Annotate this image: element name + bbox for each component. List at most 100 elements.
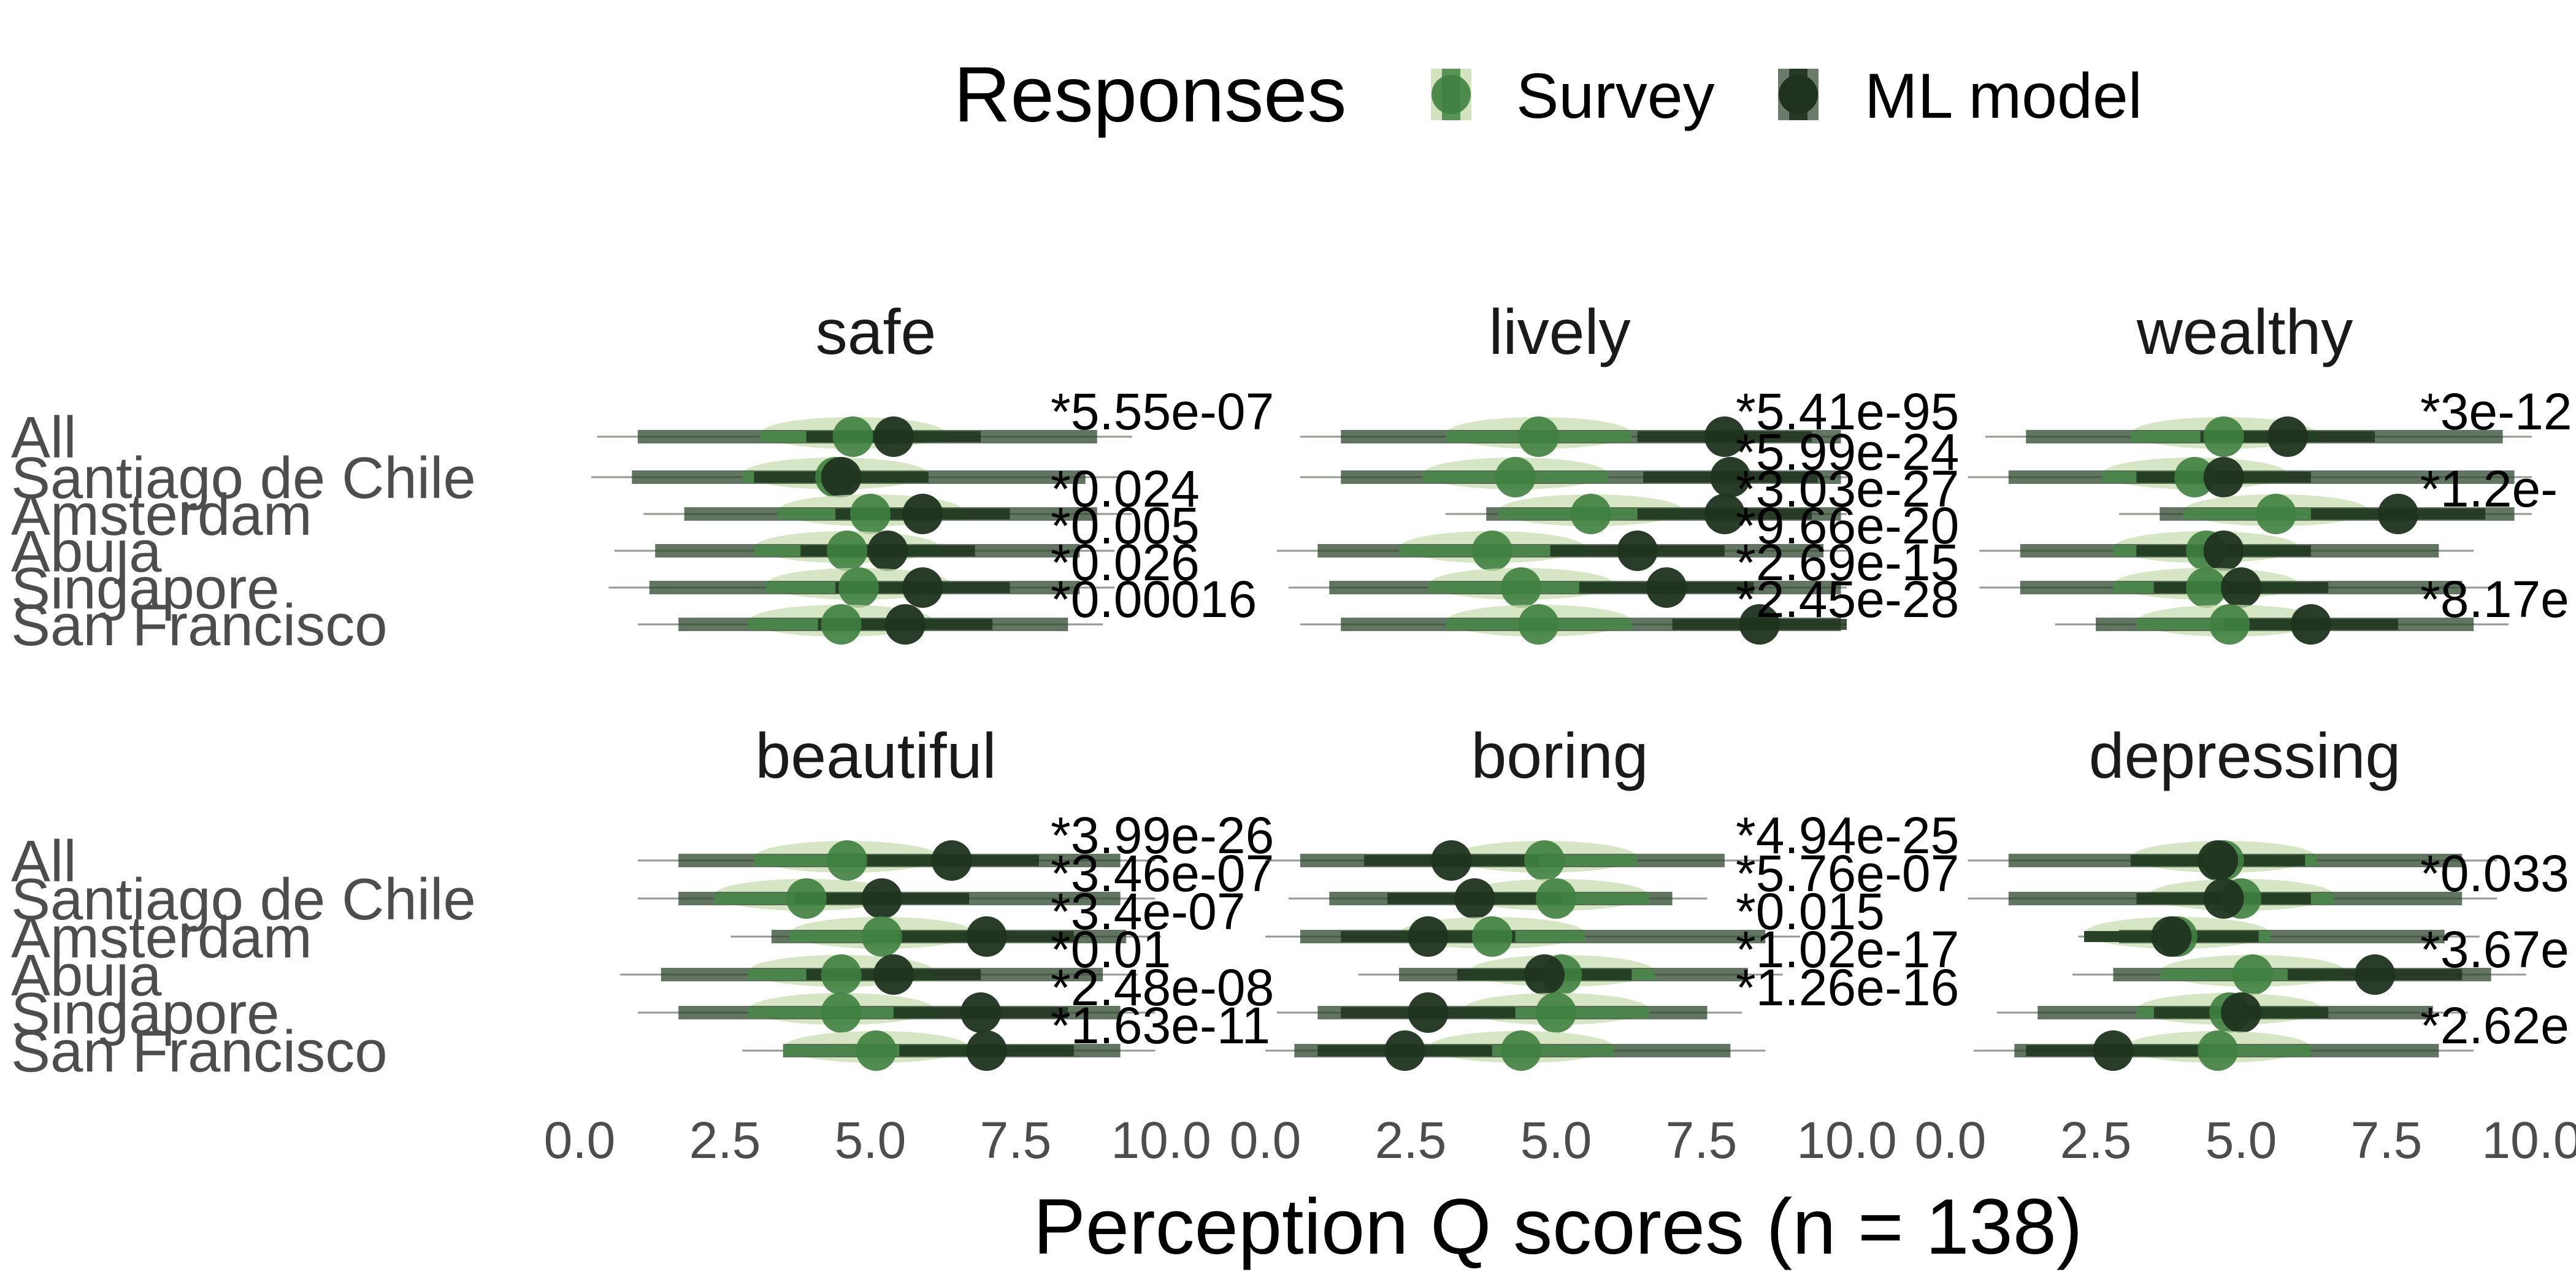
x-tick-label: 7.5: [2351, 1111, 2423, 1169]
survey-point: [1501, 567, 1542, 608]
p-value-label: *0.005: [1051, 497, 1200, 554]
survey-point: [1518, 604, 1559, 645]
p-value-label: *2.45e-28: [1736, 570, 1959, 628]
ml-model-point: [1704, 494, 1745, 534]
survey-point: [786, 878, 827, 919]
panel-safe: safe *5.55e-07 *0.024*0.005*0.026*0.00016: [591, 297, 1274, 645]
x-tick-label: 0.0: [1915, 1111, 1987, 1169]
ml-model-point: [2093, 1030, 2134, 1071]
x-tick-label: 0.0: [1230, 1111, 1301, 1169]
ml-model-point: [1646, 567, 1687, 608]
ml-model-point: [821, 457, 862, 497]
ml-model-point: [2203, 531, 2244, 571]
ml-model-point: [2203, 457, 2244, 497]
ml-model-point: [2221, 992, 2261, 1033]
row-label: Abuja: [11, 943, 162, 1008]
panel-title: safe: [816, 297, 937, 368]
p-value-label: *3.99e-26: [1051, 807, 1274, 864]
survey-point: [1524, 840, 1565, 881]
ml-model-point: [2290, 604, 2331, 645]
survey-point: [827, 531, 868, 571]
x-tick-label: 0.0: [544, 1111, 616, 1169]
p-value-label: *5.41e-95: [1736, 383, 1959, 440]
p-value-label: *1.26e-16: [1736, 959, 1959, 1016]
p-value-label: *0.00016: [1051, 570, 1257, 628]
row-label: Singapore: [11, 981, 280, 1046]
panel-boring: boring *4.94e-25*5.76e-07*0.015*1.02e-17*…: [1265, 721, 1959, 1071]
row-label: Amsterdam: [11, 482, 312, 548]
survey-point: [1471, 916, 1512, 957]
row-label: San Francisco: [11, 1019, 388, 1084]
x-tick-label: 5.0: [835, 1111, 907, 1169]
survey-point: [1536, 992, 1576, 1033]
survey-point: [1536, 878, 1576, 919]
ml-model-point: [873, 416, 914, 457]
p-value-label: *0.024: [1051, 460, 1200, 518]
ml-model-point: [2221, 567, 2261, 608]
ml-model-point: [2198, 840, 2239, 881]
x-axis-title: Perception Q scores (n = 138): [1033, 1183, 2082, 1271]
ml-model-point: [867, 531, 908, 571]
row-label: Abuja: [11, 519, 162, 585]
legend-survey-label: Survey: [1516, 61, 1715, 132]
p-value-label: *9.66e-20: [1736, 497, 1959, 554]
p-value-label: *5.99e-24: [1736, 423, 1959, 481]
ml-model-point: [931, 840, 972, 881]
ml-model-point: [2267, 416, 2308, 457]
ml-model-point: [2355, 954, 2396, 995]
row-label: Santiago de Chile: [11, 445, 476, 511]
x-tick-label: 2.5: [1375, 1111, 1447, 1169]
legend-title: Responses: [954, 51, 1346, 139]
p-value-label: *5.76e-07: [1736, 845, 1959, 902]
panel-title: beautiful: [755, 721, 996, 792]
legend-ml-key: [1778, 69, 1819, 120]
ml-model-point: [1408, 992, 1449, 1033]
row-label: All: [11, 829, 77, 894]
survey-point: [1570, 494, 1611, 534]
p-value-label: *1.02e-17: [1736, 921, 1959, 978]
x-tick-label: 10.0: [2482, 1111, 2576, 1169]
x-tick-label: 2.5: [2060, 1111, 2132, 1169]
p-value-label: *3.46e-07: [1051, 845, 1274, 902]
x-tick-label: 2.5: [689, 1111, 761, 1169]
ml-model-point: [1617, 531, 1658, 571]
survey-point: [1501, 1030, 1542, 1071]
ml-model-point: [1384, 1030, 1425, 1071]
survey-point: [850, 494, 891, 534]
p-value-label: *0.033: [2420, 845, 2569, 902]
panel-wealthy: wealthy *3e-12 *1.2e- *8.17e: [1968, 297, 2572, 645]
survey-point: [2232, 954, 2273, 995]
ml-model-point: [1524, 954, 1565, 995]
survey-point: [1471, 531, 1512, 571]
survey-point: [821, 992, 862, 1033]
row-label: Santiago de Chile: [11, 867, 476, 932]
survey-point: [832, 416, 873, 457]
ml-model-point: [2203, 878, 2244, 919]
ml-model-point: [966, 916, 1007, 957]
ml-model-point: [1710, 457, 1751, 497]
panel-title: boring: [1471, 721, 1648, 792]
x-tick-label: 5.0: [2206, 1111, 2277, 1169]
x-tick-label: 10.0: [1111, 1111, 1211, 1169]
survey-point: [2186, 567, 2227, 608]
ml-model-point: [1704, 416, 1745, 457]
ml-model-point: [2377, 494, 2418, 534]
row-label: Singapore: [11, 556, 280, 621]
ml-model-point: [884, 604, 926, 645]
legend-survey-key: [1431, 69, 1471, 120]
p-value-label: *5.55e-07: [1051, 383, 1274, 440]
x-tick-label: 7.5: [980, 1111, 1052, 1169]
survey-point: [861, 916, 902, 957]
ml-model-point: [1454, 878, 1495, 919]
p-value-label: *2.69e-15: [1736, 534, 1959, 591]
p-value-label: *3e-12: [2420, 383, 2572, 440]
p-value-label: *4.94e-25: [1736, 807, 1959, 864]
survey-point: [821, 604, 862, 645]
ml-model-point: [902, 494, 943, 534]
survey-point: [856, 1030, 897, 1071]
p-value-label: *0.015: [1736, 883, 1885, 940]
x-tick-label: 5.0: [1520, 1111, 1592, 1169]
survey-point: [2209, 604, 2250, 645]
p-value-label: *2.48e-08: [1051, 959, 1274, 1016]
